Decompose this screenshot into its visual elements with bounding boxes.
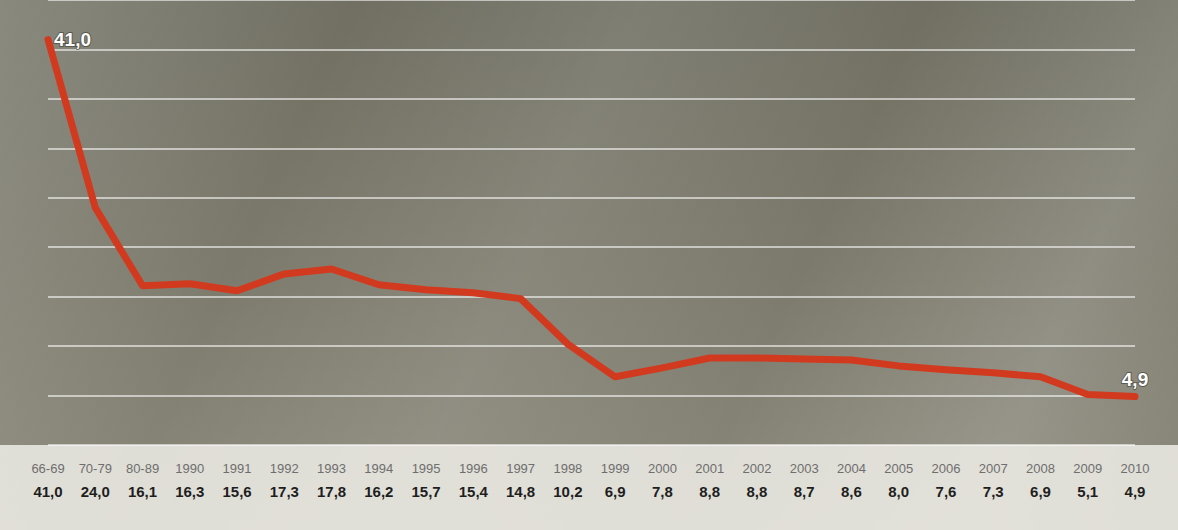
svg-text:1991: 1991: [223, 461, 252, 476]
svg-text:2000: 2000: [648, 461, 677, 476]
svg-text:2004: 2004: [837, 461, 866, 476]
svg-text:2009: 2009: [1073, 461, 1102, 476]
svg-text:16,3: 16,3: [175, 483, 204, 500]
svg-text:16,2: 16,2: [364, 483, 393, 500]
svg-text:1997: 1997: [506, 461, 535, 476]
svg-text:70-79: 70-79: [79, 461, 112, 476]
svg-text:8,8: 8,8: [746, 483, 767, 500]
svg-text:16,1: 16,1: [128, 483, 157, 500]
svg-text:6,9: 6,9: [605, 483, 626, 500]
svg-text:1995: 1995: [412, 461, 441, 476]
svg-text:15,4: 15,4: [459, 483, 489, 500]
svg-text:66-69: 66-69: [31, 461, 64, 476]
svg-text:7,3: 7,3: [983, 483, 1004, 500]
svg-text:2007: 2007: [979, 461, 1008, 476]
svg-text:2008: 2008: [1026, 461, 1055, 476]
svg-text:4,9: 4,9: [1125, 483, 1146, 500]
svg-text:8,8: 8,8: [699, 483, 720, 500]
svg-text:2001: 2001: [695, 461, 724, 476]
svg-text:1993: 1993: [317, 461, 346, 476]
svg-text:8,0: 8,0: [888, 483, 909, 500]
svg-text:7,6: 7,6: [936, 483, 957, 500]
svg-text:41,0: 41,0: [33, 483, 62, 500]
svg-text:1990: 1990: [175, 461, 204, 476]
svg-text:15,6: 15,6: [222, 483, 251, 500]
svg-text:1998: 1998: [553, 461, 582, 476]
svg-text:7,8: 7,8: [652, 483, 673, 500]
svg-text:15,7: 15,7: [411, 483, 440, 500]
svg-text:2005: 2005: [884, 461, 913, 476]
svg-text:1999: 1999: [601, 461, 630, 476]
svg-text:4,9: 4,9: [1122, 369, 1148, 390]
svg-text:2006: 2006: [931, 461, 960, 476]
svg-text:8,7: 8,7: [794, 483, 815, 500]
svg-text:17,3: 17,3: [270, 483, 299, 500]
svg-text:8,6: 8,6: [841, 483, 862, 500]
svg-text:1996: 1996: [459, 461, 488, 476]
svg-text:80-89: 80-89: [126, 461, 159, 476]
svg-text:2010: 2010: [1121, 461, 1150, 476]
svg-text:17,8: 17,8: [317, 483, 346, 500]
svg-text:14,8: 14,8: [506, 483, 535, 500]
svg-text:1994: 1994: [364, 461, 393, 476]
svg-text:24,0: 24,0: [81, 483, 110, 500]
svg-text:5,1: 5,1: [1077, 483, 1098, 500]
svg-text:6,9: 6,9: [1030, 483, 1051, 500]
svg-text:2003: 2003: [790, 461, 819, 476]
svg-text:1992: 1992: [270, 461, 299, 476]
svg-text:41,0: 41,0: [54, 29, 91, 50]
svg-text:10,2: 10,2: [553, 483, 582, 500]
svg-text:2002: 2002: [742, 461, 771, 476]
